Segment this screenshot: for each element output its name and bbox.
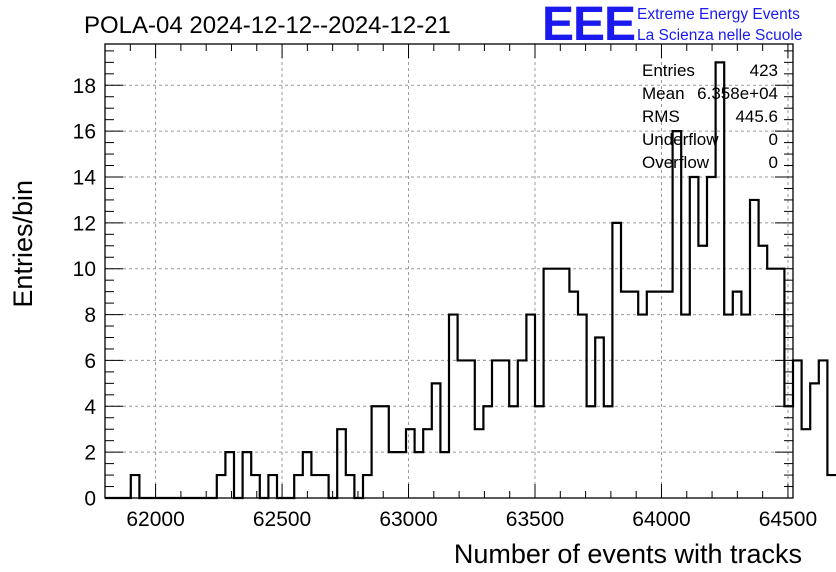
histogram-bin xyxy=(690,177,699,498)
histogram-bin xyxy=(621,292,630,498)
y-tick-label: 8 xyxy=(84,304,96,327)
eee-logo: EEE Extreme Energy Events La Scienza nel… xyxy=(542,0,802,51)
histogram-bin xyxy=(518,360,527,498)
histogram-bin xyxy=(810,383,819,498)
x-tick-label: 63000 xyxy=(379,508,437,531)
x-tick-label: 62000 xyxy=(126,508,184,531)
y-tick-label: 10 xyxy=(73,258,96,281)
stats-entries-value: 423 xyxy=(750,61,778,80)
histogram-bin xyxy=(707,177,716,498)
stats-underflow-label: Underflow xyxy=(642,130,719,149)
logo-line-2: La Scienza nelle Scuole xyxy=(637,27,802,44)
y-tick-labels: 0 2 4 6 8 10 12 14 16 18 xyxy=(73,75,97,511)
x-tick-label: 62500 xyxy=(253,508,311,531)
histogram-bin xyxy=(397,452,406,498)
histogram-bin xyxy=(595,337,604,498)
stats-row-overflow: Overflow 0 xyxy=(642,153,778,172)
x-axis-label: Number of events with tracks xyxy=(454,539,802,569)
histogram-bin xyxy=(251,475,260,498)
histogram-bin xyxy=(217,475,226,498)
histogram-bin xyxy=(793,360,802,498)
histogram-bin xyxy=(561,269,570,498)
y-tick-label: 12 xyxy=(73,212,96,235)
histogram-bin xyxy=(776,269,785,498)
stats-box: Entries 423 Mean 6.358e+04 RMS 445.6 Und… xyxy=(642,61,778,172)
x-tick-labels: 62000 62500 63000 63500 64000 64500 xyxy=(126,508,817,531)
histogram-bin xyxy=(466,360,475,498)
logo-mark: EEE xyxy=(542,0,635,51)
plot-frame xyxy=(104,43,794,499)
histogram-bin xyxy=(759,246,768,498)
stats-underflow-value: 0 xyxy=(769,130,778,149)
stats-overflow-label: Overflow xyxy=(642,153,710,172)
histogram-bin xyxy=(458,360,467,498)
y-tick-label: 0 xyxy=(84,488,96,511)
histogram-outline xyxy=(105,61,836,500)
histogram-bin xyxy=(131,475,140,498)
x-tick-label: 63500 xyxy=(506,508,564,531)
histogram-bin xyxy=(268,475,277,498)
axis-ticks xyxy=(104,44,793,499)
histogram-bin xyxy=(415,452,424,498)
histogram-bin xyxy=(552,269,561,498)
stats-row-entries: Entries 423 xyxy=(642,61,778,80)
histogram-bin xyxy=(827,475,836,498)
histogram-bin xyxy=(647,292,656,498)
histogram-bin xyxy=(243,452,252,498)
y-tick-label: 16 xyxy=(73,121,96,144)
histogram-bin xyxy=(501,360,510,498)
histogram-bin xyxy=(432,383,441,498)
stats-overflow-value: 0 xyxy=(769,153,778,172)
stats-row-mean: Mean 6.358e+04 xyxy=(642,84,778,103)
histogram-bin xyxy=(664,292,673,498)
histogram-bin xyxy=(630,292,639,498)
x-tick-label: 64500 xyxy=(759,508,817,531)
stats-entries-label: Entries xyxy=(642,61,695,80)
y-tick-label: 6 xyxy=(84,350,96,373)
y-axis-label: Entries/bin xyxy=(8,180,38,308)
histogram-bin xyxy=(655,292,664,498)
histogram-bars xyxy=(105,61,836,500)
stats-mean-label: Mean xyxy=(642,84,685,103)
chart-title: POLA-04 2024-12-12--2024-12-21 xyxy=(84,12,451,39)
stats-rms-label: RMS xyxy=(642,107,680,126)
histogram-bin xyxy=(311,475,320,498)
histogram-bin xyxy=(767,269,776,498)
histogram-bin xyxy=(492,360,501,498)
histogram-bin xyxy=(346,475,355,498)
stats-rms-value: 445.6 xyxy=(735,107,778,126)
histogram-bin xyxy=(294,475,303,498)
y-tick-label: 4 xyxy=(84,396,96,419)
histogram-bin xyxy=(423,429,432,498)
y-tick-label: 18 xyxy=(73,75,96,98)
histogram-bin xyxy=(716,62,725,498)
y-tick-label: 2 xyxy=(84,442,96,465)
histogram-bin xyxy=(750,200,759,498)
histogram-bin xyxy=(802,429,811,498)
histogram-bin xyxy=(225,452,234,498)
y-tick-label: 14 xyxy=(73,166,97,189)
histogram-bin xyxy=(337,429,346,498)
histogram-bin xyxy=(363,475,372,498)
histogram-bin xyxy=(475,429,484,498)
histogram-bin xyxy=(698,246,707,498)
histogram-bin xyxy=(389,452,398,498)
stats-mean-value: 6.358e+04 xyxy=(697,84,778,103)
histogram-bin xyxy=(569,292,578,498)
logo-line-1: Extreme Energy Events xyxy=(637,6,800,23)
histogram-bin xyxy=(819,360,828,498)
histogram-bin xyxy=(406,429,415,498)
histogram-bin xyxy=(733,292,742,498)
stats-row-underflow: Underflow 0 xyxy=(642,130,778,149)
stats-row-rms: RMS 445.6 xyxy=(642,107,778,126)
x-tick-label: 64000 xyxy=(632,508,690,531)
histogram-bin xyxy=(320,475,329,498)
histogram-bin xyxy=(544,269,553,498)
histogram-bin xyxy=(440,452,449,498)
